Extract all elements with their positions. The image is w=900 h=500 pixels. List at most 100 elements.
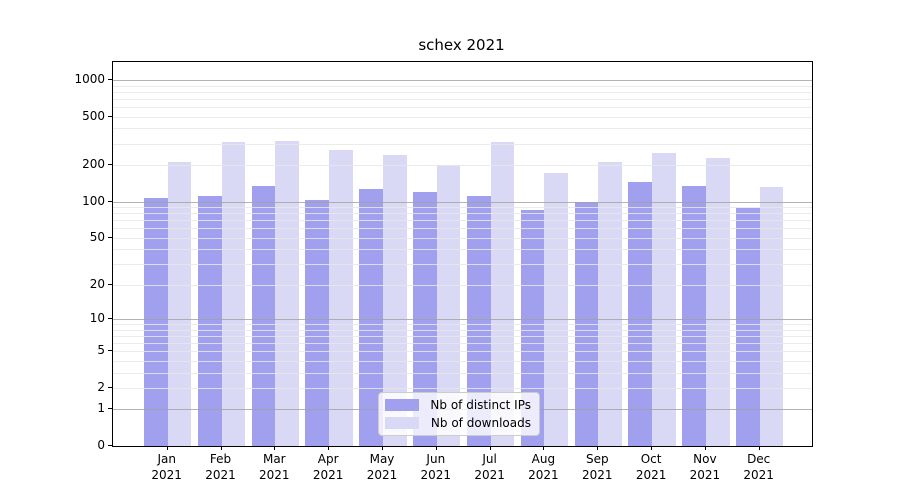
gridline-minor — [113, 207, 812, 208]
gridline-minor — [113, 342, 812, 344]
plot-area — [112, 61, 813, 447]
y-axis-tick — [108, 164, 112, 165]
y-axis-tick — [108, 78, 112, 80]
bar-downloads-aug — [544, 173, 569, 446]
bar-distinct-ips-sep — [574, 201, 599, 446]
gridline-minor — [113, 98, 812, 100]
gridline-minor — [113, 329, 812, 331]
y-axis-tick-label: 200 — [82, 157, 105, 171]
bar-downloads-jan — [167, 162, 192, 446]
gridline-minor — [113, 237, 812, 239]
x-axis-tick-label: Feb 2021 — [205, 452, 236, 482]
bar-downloads-feb — [221, 141, 246, 446]
legend: Nb of distinct IPs Nb of downloads — [378, 392, 540, 436]
y-axis-tick-label: 10 — [89, 311, 105, 325]
gridline-minor — [113, 335, 812, 337]
bar-downloads-sep — [598, 161, 622, 446]
chart-title: schex 2021 — [418, 36, 505, 54]
legend-label-downloads: Nb of downloads — [430, 416, 531, 430]
gridline-minor — [113, 228, 812, 230]
legend-label-distinct-ips: Nb of distinct IPs — [430, 398, 531, 412]
x-axis-tick — [704, 446, 706, 450]
y-axis-tick-label: 100 — [82, 193, 105, 208]
x-axis-tick-label: Jan 2021 — [151, 452, 182, 482]
gridline-minor — [113, 351, 812, 353]
x-axis-tick-label: Mar 2021 — [259, 452, 290, 482]
y-axis-tick — [108, 386, 112, 388]
x-axis-tick-label: Nov 2021 — [689, 452, 721, 482]
bar-distinct-ips-jul — [466, 195, 491, 446]
bar-distinct-ips-nov — [682, 185, 706, 446]
y-axis-tick-label: 5 — [97, 343, 105, 358]
legend-row-downloads: Nb of downloads — [385, 416, 531, 430]
bar-downloads-nov — [705, 158, 730, 446]
x-axis-tick-label: Apr 2021 — [312, 452, 344, 482]
x-axis-tick-label: May 2021 — [366, 452, 398, 482]
bar-distinct-ips-may — [359, 188, 383, 446]
bar-distinct-ips-feb — [197, 196, 222, 446]
y-axis-tick-label: 500 — [82, 108, 105, 123]
x-axis-tick-label: Sep 2021 — [582, 452, 613, 482]
gridline-minor — [113, 116, 812, 118]
y-axis-tick-label: 2 — [97, 379, 105, 394]
bar-downloads-jul — [490, 141, 515, 446]
x-axis-tick-label: Dec 2021 — [743, 452, 774, 482]
bar-downloads-mar — [275, 140, 300, 446]
y-axis-tick — [108, 283, 112, 285]
y-axis-tick — [108, 115, 112, 117]
bar-downloads-apr — [329, 149, 353, 446]
x-axis-tick-label: Oct 2021 — [635, 452, 667, 482]
legend-swatch-downloads — [385, 417, 419, 429]
y-axis-tick — [108, 350, 112, 352]
y-axis-tick-label: 1000 — [74, 71, 105, 86]
x-axis-tick — [328, 446, 330, 450]
x-axis-tick — [651, 446, 653, 450]
gridline-minor — [113, 360, 812, 362]
gridline-minor — [113, 324, 812, 325]
x-axis-tick — [166, 446, 168, 450]
bar-distinct-ips-apr — [305, 199, 330, 446]
x-axis-tick — [274, 446, 276, 450]
y-axis-tick — [108, 318, 112, 319]
gridline-minor — [113, 143, 812, 145]
gridline-minor — [113, 264, 812, 266]
x-axis-tick — [435, 446, 437, 450]
y-axis-tick-label: 50 — [89, 229, 105, 244]
x-axis-tick — [489, 446, 491, 450]
bar-distinct-ips-dec — [736, 208, 760, 446]
bar-distinct-ips-oct — [628, 181, 653, 446]
gridline-major — [113, 79, 812, 81]
gridline-major — [113, 319, 812, 320]
legend-swatch-distinct-ips — [385, 399, 419, 411]
bar-downloads-dec — [759, 186, 784, 446]
bar-downloads-jun — [436, 164, 461, 446]
gridline-minor — [113, 91, 812, 93]
legend-row-distinct-ips: Nb of distinct IPs — [385, 398, 531, 412]
bar-distinct-ips-jan — [144, 197, 168, 446]
gridline-minor — [113, 220, 812, 222]
gridline-minor — [113, 85, 812, 87]
y-axis-tick — [108, 445, 112, 446]
bar-downloads-oct — [652, 153, 676, 446]
gridline-minor — [113, 249, 812, 251]
bar-distinct-ips-mar — [251, 185, 276, 446]
y-axis-tick — [108, 200, 112, 202]
gridline-minor — [113, 107, 812, 108]
x-axis-tick-label: Jul 2021 — [474, 452, 505, 482]
gridline-major — [113, 201, 812, 203]
y-axis-tick-label: 0 — [97, 438, 105, 452]
gridline-minor — [113, 128, 812, 130]
bar-distinct-ips-aug — [520, 210, 545, 446]
x-axis-tick-label: Jun 2021 — [420, 452, 452, 482]
gridline-minor — [113, 213, 812, 215]
y-axis-tick-label: 1 — [97, 401, 105, 416]
x-axis-tick — [382, 446, 383, 450]
x-axis-tick-label: Aug 2021 — [528, 452, 559, 482]
y-axis-tick-label: 20 — [89, 276, 105, 291]
gridline-minor — [113, 284, 812, 286]
x-axis-tick — [597, 446, 599, 450]
x-axis-tick — [543, 446, 545, 450]
x-axis-tick — [220, 446, 222, 450]
gridline-minor — [113, 387, 812, 389]
